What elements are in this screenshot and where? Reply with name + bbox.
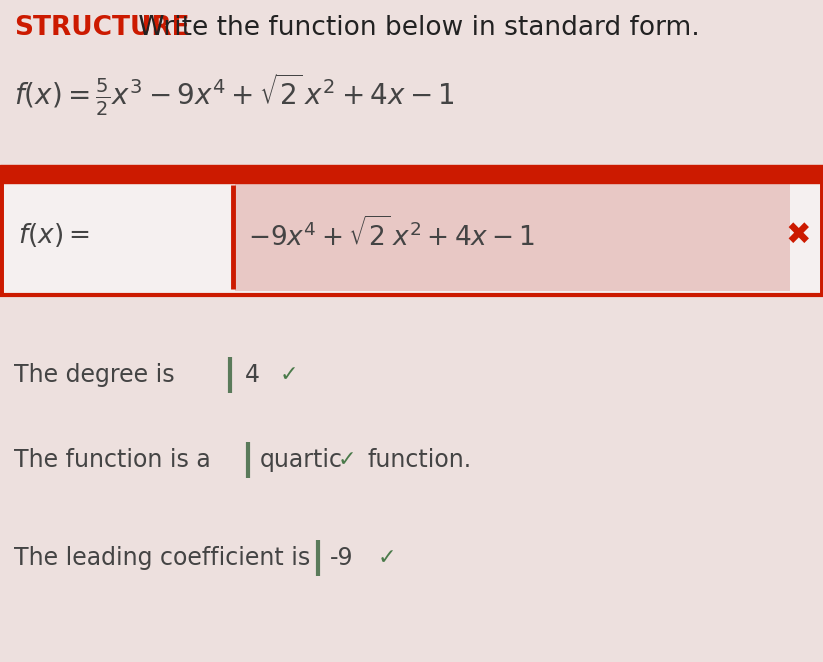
Text: ✖: ✖ (785, 220, 811, 250)
Text: 4: 4 (245, 363, 260, 387)
Text: $f(x) = \frac{5}{2}x^3 - 9x^4 + \sqrt{2}\,x^2 + 4x - 1$: $f(x) = \frac{5}{2}x^3 - 9x^4 + \sqrt{2}… (14, 71, 455, 118)
Bar (0, 165, 823, 295)
Text: Write the function below in standard form.: Write the function below in standard for… (130, 15, 700, 41)
Text: $-9x^4 + \sqrt{2}\,x^2 + 4x - 1$: $-9x^4 + \sqrt{2}\,x^2 + 4x - 1$ (248, 218, 535, 252)
Text: The function is a: The function is a (14, 448, 211, 472)
Bar (235, 183, 790, 291)
Text: ✓: ✓ (280, 365, 299, 385)
Text: quartic: quartic (260, 448, 343, 472)
Text: $f(x) =$: $f(x) =$ (18, 221, 90, 249)
Text: ✓: ✓ (338, 450, 356, 470)
Text: The leading coefficient is: The leading coefficient is (14, 546, 310, 570)
Text: -9: -9 (330, 546, 354, 570)
Text: STRUCTURE: STRUCTURE (14, 15, 189, 41)
Text: The degree is: The degree is (14, 363, 174, 387)
Text: ✓: ✓ (378, 548, 397, 568)
Text: function.: function. (368, 448, 472, 472)
